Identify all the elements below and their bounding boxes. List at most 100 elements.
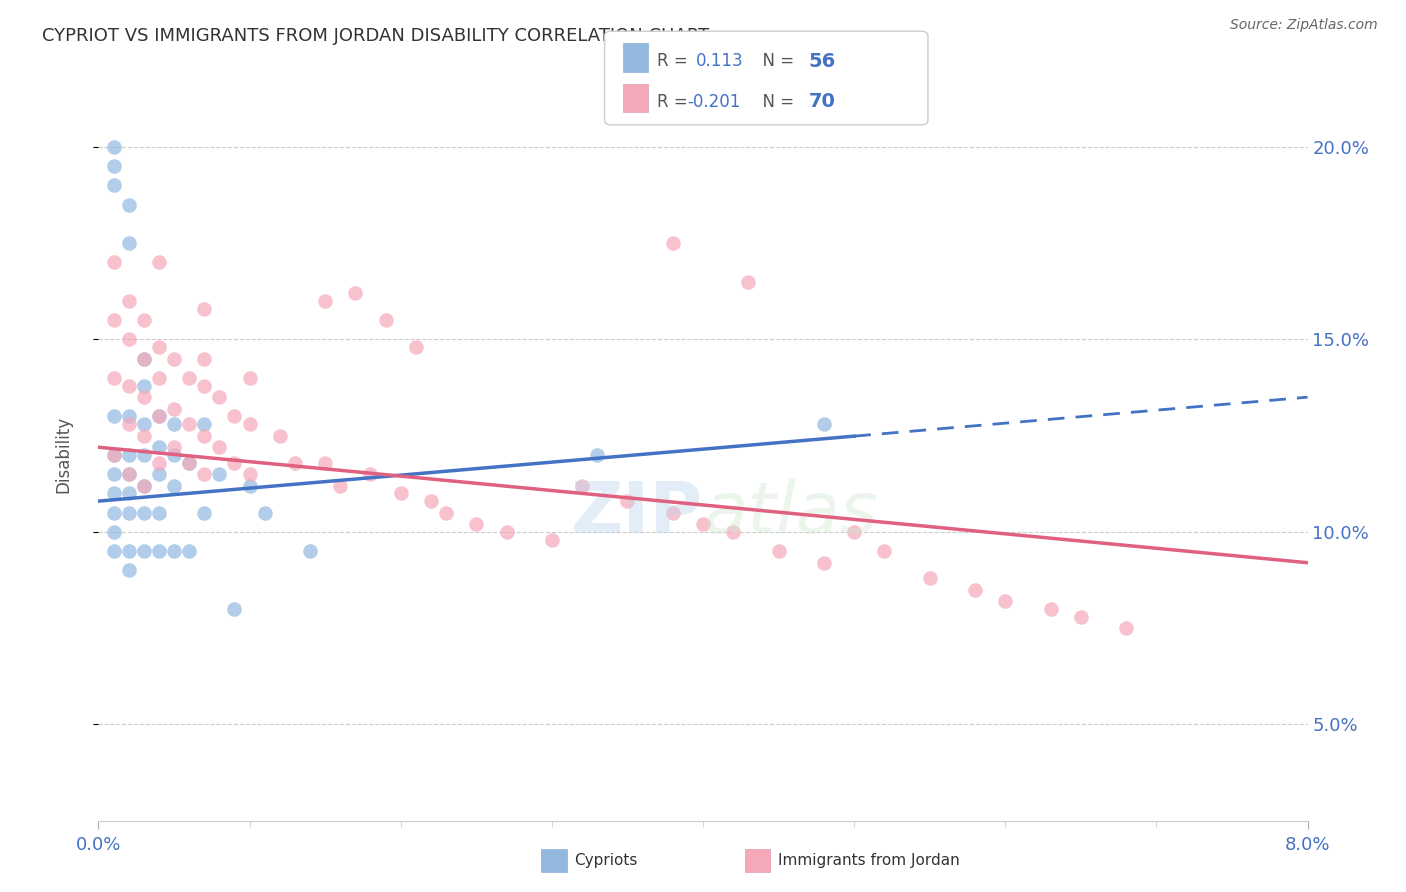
Point <box>118 409 141 424</box>
Point <box>661 236 683 251</box>
Text: -0.201: -0.201 <box>688 93 741 111</box>
Point <box>1115 621 1137 635</box>
Text: Cypriots: Cypriots <box>574 854 637 868</box>
Point <box>118 467 141 482</box>
Point <box>193 378 215 392</box>
Point <box>239 467 262 482</box>
Point <box>148 340 170 354</box>
Text: 56: 56 <box>808 52 835 70</box>
Point <box>692 517 714 532</box>
Point <box>118 544 141 558</box>
Point <box>132 428 155 442</box>
Point <box>224 409 246 424</box>
Point <box>405 340 427 354</box>
Point <box>434 506 457 520</box>
Point <box>193 428 215 442</box>
Point <box>495 524 517 539</box>
Point <box>132 544 155 558</box>
Point <box>224 456 246 470</box>
Point <box>103 544 125 558</box>
Point <box>465 517 488 532</box>
Point <box>132 313 155 327</box>
Point <box>299 544 322 558</box>
Point <box>118 506 141 520</box>
Point <box>118 378 141 392</box>
Point <box>118 197 141 211</box>
Point <box>163 440 186 454</box>
Point <box>132 390 155 404</box>
Point <box>132 378 155 392</box>
Point <box>329 479 352 493</box>
Point <box>148 409 170 424</box>
Point <box>768 544 790 558</box>
Point <box>103 255 125 269</box>
Point <box>118 236 141 251</box>
Text: R =: R = <box>657 52 697 70</box>
Point <box>193 467 215 482</box>
Point <box>208 440 231 454</box>
Point <box>179 456 201 470</box>
Point <box>103 313 125 327</box>
Point <box>179 371 201 385</box>
Point <box>132 506 155 520</box>
Point <box>103 409 125 424</box>
Text: atlas: atlas <box>703 479 877 548</box>
Point <box>103 140 125 154</box>
Point <box>873 544 896 558</box>
Point <box>103 448 125 462</box>
Point <box>253 506 276 520</box>
Text: CYPRIOT VS IMMIGRANTS FROM JORDAN DISABILITY CORRELATION CHART: CYPRIOT VS IMMIGRANTS FROM JORDAN DISABI… <box>42 27 710 45</box>
Point <box>132 351 155 366</box>
Point <box>540 533 562 547</box>
Point <box>132 479 155 493</box>
Text: 70: 70 <box>808 92 835 112</box>
Point <box>118 486 141 500</box>
Point <box>723 524 745 539</box>
Point <box>374 313 396 327</box>
Point <box>284 456 307 470</box>
Point <box>314 293 336 308</box>
Point <box>193 417 215 431</box>
Point <box>148 255 170 269</box>
Point <box>239 479 262 493</box>
Point <box>616 494 638 508</box>
Point <box>163 544 186 558</box>
Point <box>163 417 186 431</box>
Point <box>163 448 186 462</box>
Point <box>148 544 170 558</box>
Point <box>179 456 201 470</box>
Point <box>193 351 215 366</box>
Y-axis label: Disability: Disability <box>53 417 72 493</box>
Point <box>103 506 125 520</box>
Point <box>148 371 170 385</box>
Point <box>103 371 125 385</box>
Point <box>420 494 443 508</box>
Point <box>813 417 835 431</box>
Point <box>269 428 291 442</box>
Point <box>148 456 170 470</box>
Text: Source: ZipAtlas.com: Source: ZipAtlas.com <box>1230 18 1378 32</box>
Point <box>586 448 609 462</box>
Point <box>163 479 186 493</box>
Point <box>179 544 201 558</box>
Point <box>193 506 215 520</box>
Point <box>1039 602 1062 616</box>
Point <box>118 293 141 308</box>
Point <box>163 351 186 366</box>
Point <box>918 571 941 585</box>
Point <box>1070 609 1092 624</box>
Point <box>179 417 201 431</box>
Point <box>103 524 125 539</box>
Point <box>103 448 125 462</box>
Point <box>239 371 262 385</box>
Text: ZIP: ZIP <box>571 479 703 548</box>
Point <box>239 417 262 431</box>
Text: 0.113: 0.113 <box>696 52 744 70</box>
Point <box>148 467 170 482</box>
Point <box>193 301 215 316</box>
Point <box>344 286 367 301</box>
Point <box>132 351 155 366</box>
Point <box>208 467 231 482</box>
Point <box>148 409 170 424</box>
Point <box>965 582 987 597</box>
